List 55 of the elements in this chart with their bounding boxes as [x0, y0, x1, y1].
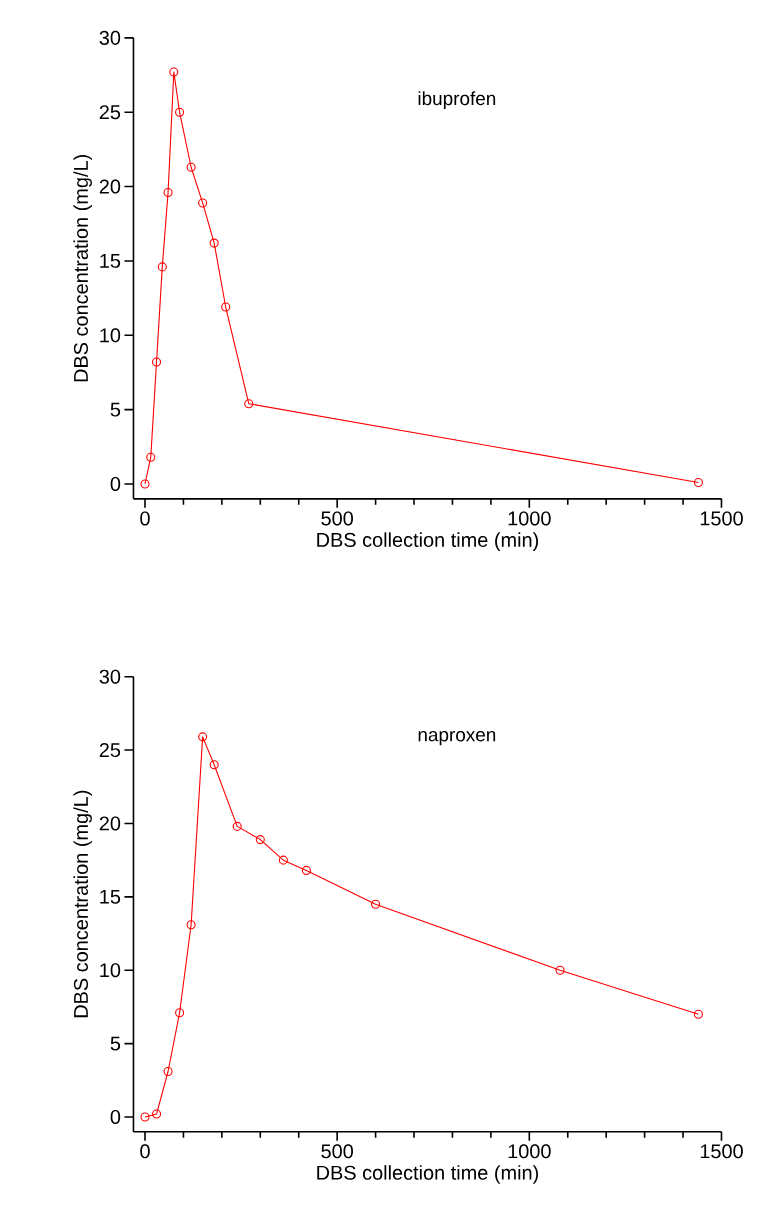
point: [255, 835, 265, 845]
point: [232, 821, 242, 831]
point: [198, 732, 208, 742]
x-tick-label: 500: [321, 1144, 353, 1159]
x-axis-title: DBS collection time (min): [317, 1165, 539, 1184]
point: [175, 1008, 185, 1018]
annotation: naproxen: [418, 731, 496, 746]
point: [278, 855, 288, 865]
point: [693, 1009, 703, 1019]
y-tick-label: 0: [110, 476, 121, 492]
point: [175, 107, 185, 117]
y-tick-label: 20: [99, 179, 121, 194]
annotation: ibuprofen: [418, 91, 496, 109]
point: [186, 920, 196, 930]
y-tick-label: 0: [110, 1109, 121, 1125]
y-tick-label: 5: [110, 402, 121, 417]
y-tick-label: 5: [110, 1036, 121, 1051]
point: [555, 965, 565, 975]
point: [146, 452, 156, 462]
y-axis-title: DBS concentration (mg/L): [73, 155, 92, 382]
point: [157, 262, 167, 272]
point: [140, 1112, 150, 1122]
y-tick-label: 15: [100, 889, 121, 904]
y-tick-label: 25: [99, 743, 121, 758]
y-tick-label: 10: [100, 963, 121, 978]
y-tick-label: 25: [99, 105, 121, 120]
point: [163, 1066, 173, 1077]
point: [169, 67, 179, 77]
point: [151, 1109, 162, 1119]
y-tick-label: 30: [99, 30, 121, 45]
x-tick-label: 1000: [508, 511, 551, 526]
x-tick-label: 1500: [700, 511, 743, 526]
point: [140, 479, 150, 489]
point: [186, 162, 196, 172]
y-tick-label: 10: [100, 328, 121, 343]
point: [371, 899, 381, 909]
point: [209, 238, 219, 248]
x-tick-label: 0: [140, 1144, 150, 1159]
x-tick-label: 1500: [700, 1144, 743, 1159]
point: [221, 302, 231, 312]
x-axis-title: DBS collection time (min): [317, 532, 539, 551]
y-tick-label: 20: [99, 816, 121, 831]
y-axis-title: DBS concentration (mg/L): [73, 790, 92, 1018]
point: [209, 760, 219, 770]
y-tick-label: 15: [100, 253, 121, 268]
x-tick-label: 1000: [508, 1144, 551, 1159]
point: [163, 187, 173, 198]
y-tick-label: 30: [99, 669, 121, 684]
point: [301, 865, 311, 875]
x-tick-label: 0: [140, 511, 150, 526]
point: [198, 198, 208, 208]
point: [693, 477, 703, 488]
point: [151, 357, 162, 367]
point: [244, 399, 254, 409]
x-tick-label: 500: [321, 511, 353, 526]
